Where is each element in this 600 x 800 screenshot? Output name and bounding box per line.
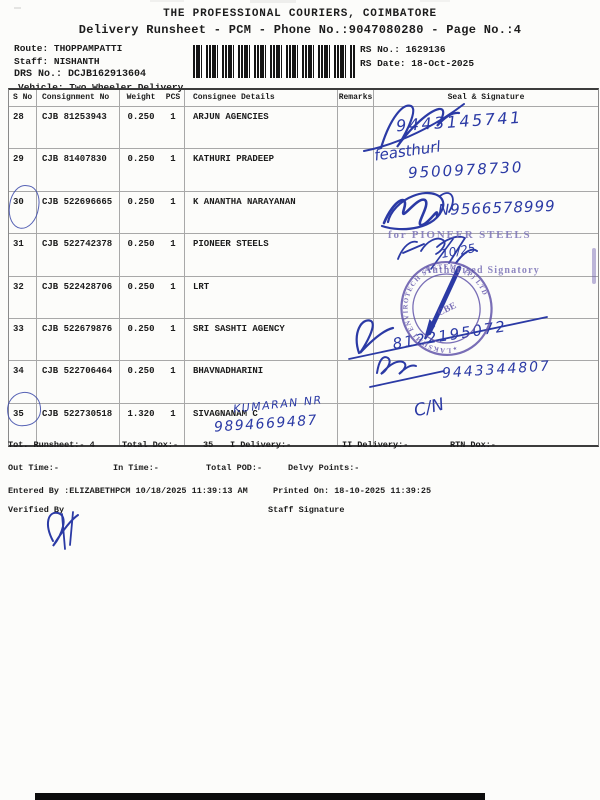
- i-delivery: I Delivery:-: [230, 440, 292, 450]
- cell-remarks: [338, 191, 374, 234]
- cell-consignee: BHAVNADHARINI: [185, 361, 338, 403]
- cell-weight: 0.250: [127, 239, 155, 250]
- verified-by-label: Verified By: [8, 505, 65, 515]
- cell-consignment: CJB 522696665: [37, 191, 120, 234]
- rtn-dox: RTN Dox:-: [450, 440, 496, 450]
- cell-consignment: CJB 522730518: [37, 403, 120, 446]
- table-row: 34 CJB 522706464 0.250 1 BHAVNADHARINI: [9, 361, 598, 404]
- cell-weight: 0.250: [127, 281, 155, 292]
- scan-smudge: [150, 0, 184, 2]
- stamp-center-text: CBE: [436, 301, 458, 319]
- cell-sno: 28: [9, 107, 37, 149]
- cell-weight: 0.250: [127, 112, 155, 122]
- rs-date-line: RS Date: 18-Oct-2025: [360, 58, 475, 69]
- cell-remarks: [338, 107, 374, 149]
- col-header-remarks: Remarks: [338, 90, 374, 106]
- col-header-pcs: PCS: [162, 90, 185, 106]
- cell-remarks: [338, 149, 374, 191]
- vehicle-line: Vehicle: Two Wheeler Delivery: [18, 82, 184, 93]
- cell-pcs: 1: [162, 149, 185, 191]
- table-header-row: S No Consignment No Weight PCS Consignee…: [9, 90, 598, 107]
- barcode: [193, 45, 355, 78]
- cell-consignee: K ANANTHA NARAYANAN: [185, 191, 338, 234]
- cell-remarks: [338, 276, 374, 318]
- cell-consignment: CJB 81253943: [37, 107, 120, 149]
- col-header-sno: S No: [9, 90, 37, 106]
- tot-runsheet: Tot. Runsheet:- 4: [8, 440, 95, 450]
- entered-by: Entered By :ELIZABETHPCM 10/18/2025 11:3…: [8, 486, 248, 496]
- printed-on: Printed On: 18-10-2025 11:39:25: [273, 486, 432, 496]
- drs-line: DRS No.: DCJB162913604: [14, 69, 147, 80]
- cell-consignment: CJB 81407830: [37, 149, 120, 191]
- cell-sno: 35: [9, 403, 37, 446]
- cell-pcs: 1: [162, 361, 185, 403]
- cell-sno: 30: [9, 191, 37, 234]
- cell-sno: 29: [9, 149, 37, 191]
- scan-black-bar: [35, 793, 485, 800]
- col-header-weight: Weight: [126, 93, 156, 102]
- pioneer-stamp-line2: Authorised Signatory: [424, 265, 540, 276]
- cell-consignment: CJB 522706464: [37, 361, 120, 403]
- scan-smudge: [420, 0, 450, 2]
- delvy-points: Delvy Points:-: [288, 463, 360, 473]
- circular-stamp: LAKSHMI ENVIROTECH SYSTEMS (P) LTD CBE ★: [394, 255, 499, 361]
- cell-pcs: 1: [162, 234, 185, 276]
- cell-consignee: KATHURI PRADEEP: [185, 149, 338, 191]
- cell-weight: 0.250: [127, 366, 155, 377]
- cell-weight: 0.250: [127, 196, 155, 207]
- cell-weight: 0.250: [127, 323, 155, 334]
- runsheet-table: S No Consignment No Weight PCS Consignee…: [8, 88, 599, 448]
- stamp-star: ★: [452, 345, 459, 354]
- cell-remarks: [338, 361, 374, 403]
- pioneer-stamp-line1: for PIONEER STEELS: [388, 229, 532, 241]
- scan-smudge: [250, 0, 296, 3]
- table-row: 31 CJB 522742378 0.250 1 PIONEER STEELS: [9, 234, 598, 277]
- cell-sno: 32: [9, 276, 37, 318]
- cell-consignee: PIONEER STEELS: [185, 234, 338, 276]
- edge-stamp-mark: [592, 248, 596, 284]
- cell-consignee: ARJUN AGENCIES: [185, 107, 338, 149]
- col-header-consignee: Consignee Details: [185, 90, 338, 106]
- cell-consignment: CJB 522428706: [37, 276, 120, 318]
- runsheet-subtitle: Delivery Runsheet - PCM - Phone No.:9047…: [78, 23, 522, 37]
- cell-remarks: [338, 234, 374, 276]
- cell-consignment: CJB 522679876: [37, 318, 120, 361]
- cell-pcs: 1: [162, 107, 185, 149]
- cell-pcs: 1: [162, 318, 185, 361]
- cell-pcs: 1: [162, 276, 185, 318]
- rs-no-line: RS No.: 1629136: [360, 44, 446, 55]
- table-row: 32 CJB 522428706 0.250 1 LRT: [9, 276, 598, 319]
- table-row: 28 CJB 81253943 0.250 1 ARJUN AGENCIES: [9, 107, 598, 150]
- cell-consignee: LRT: [185, 276, 338, 318]
- cell-sno: 31: [9, 234, 37, 276]
- table-row: 30 CJB 522696665 0.250 1 K ANANTHA NARAY…: [9, 191, 598, 235]
- ii-delivery: II Delivery:-: [342, 440, 409, 450]
- total-dox-label: Total Dox:-: [122, 440, 179, 450]
- route-line: Route: THOPPAMPATTI: [14, 43, 123, 54]
- total-dox-value: 35: [203, 440, 214, 450]
- col-header-consignment: Consignment No: [37, 90, 120, 106]
- cell-consignee: SIVAGNANAM C: [185, 403, 338, 446]
- cell-pcs: 1: [162, 191, 185, 234]
- cell-weight: 0.250: [127, 154, 155, 165]
- cell-remarks: [338, 403, 374, 446]
- staff-line: Staff: NISHANTH: [14, 56, 100, 67]
- cell-weight: 1.320: [127, 408, 155, 419]
- table-row: 29 CJB 81407830 0.250 1 KATHURI PRADEEP: [9, 149, 598, 192]
- company-title: THE PROFESSIONAL COURIERS, COIMBATORE: [163, 8, 437, 20]
- staff-signature-label: Staff Signature: [268, 505, 345, 515]
- in-time: In Time:-: [113, 463, 159, 473]
- scan-smudge: [14, 7, 21, 9]
- cell-consignee: SRI SASHTI AGENCY: [185, 318, 338, 361]
- cell-pcs: 1: [162, 403, 185, 446]
- total-pod: Total POD:-: [206, 463, 263, 473]
- cell-sno: 34: [9, 361, 37, 403]
- cell-consignment: CJB 522742378: [37, 234, 120, 276]
- table-row: 35 CJB 522730518 1.320 1 SIVAGNANAM C: [9, 403, 598, 446]
- cell-sno: 33: [9, 318, 37, 361]
- col-header-seal: Seal & Signature: [447, 93, 525, 102]
- out-time: Out Time:-: [8, 463, 60, 473]
